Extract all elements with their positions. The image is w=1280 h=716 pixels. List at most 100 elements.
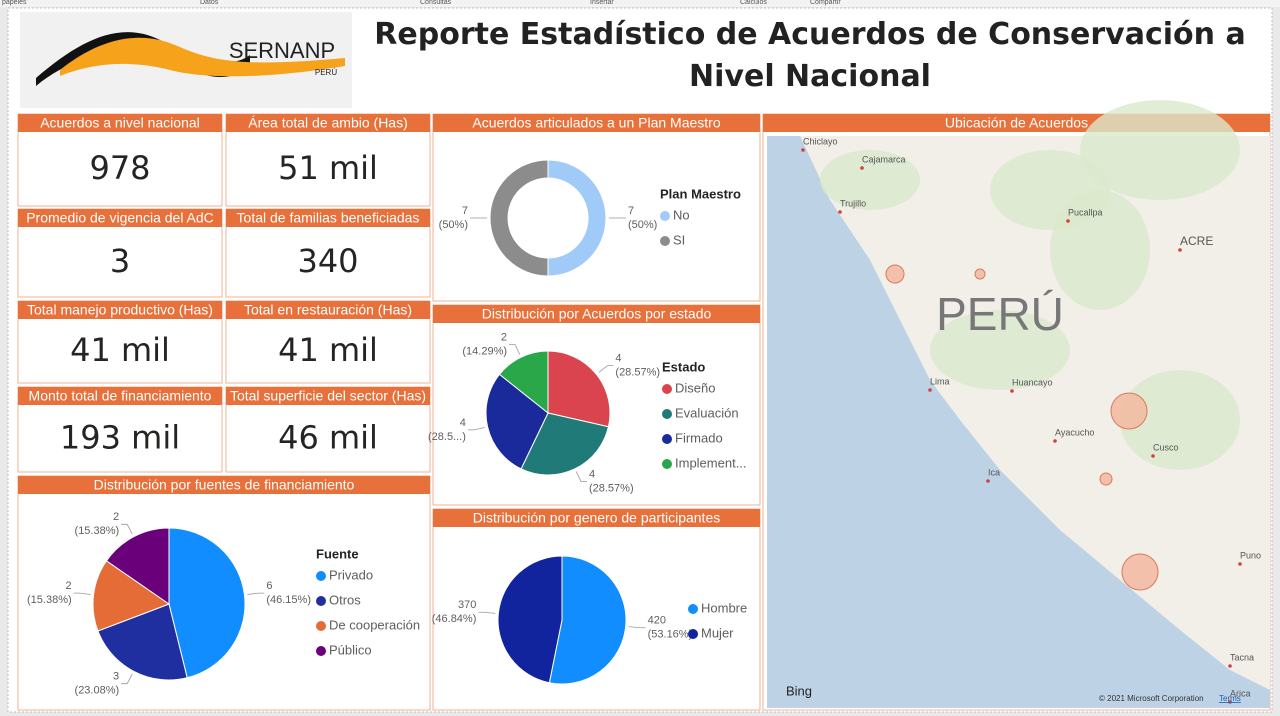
legend-label: Mujer	[701, 625, 734, 640]
map-vegetation	[820, 150, 920, 210]
data-label-percent: (50%)	[439, 219, 468, 231]
legend-title: Fuente	[316, 546, 359, 561]
city-dot	[1010, 389, 1014, 393]
map-provider: Bing	[786, 683, 812, 698]
chart-title: Acuerdos articulados a un Plan Maestro	[472, 115, 720, 131]
data-label-percent: (50%)	[628, 219, 657, 231]
city-label: Arica	[1230, 688, 1251, 698]
pie-slice	[489, 159, 549, 277]
data-label: 7	[462, 205, 468, 217]
legend-label: Público	[329, 642, 372, 657]
chart-title: Distribución por Acuerdos por estado	[482, 306, 712, 322]
pie-slice	[497, 555, 563, 684]
logo-text: SERNANP	[229, 38, 335, 63]
pie-slice	[548, 555, 627, 685]
map-bubble	[1110, 392, 1148, 430]
data-label-percent: (46.84%)	[432, 613, 477, 625]
report-title: Reporte Estadístico de Acuerdos de Conse…	[374, 17, 1246, 94]
legend-marker	[660, 236, 670, 246]
city-label: Huancayo	[1012, 377, 1053, 387]
city-dot	[1228, 664, 1232, 668]
data-label: 2	[113, 511, 119, 523]
data-label: 6	[266, 580, 272, 592]
map-vegetation	[1080, 100, 1240, 200]
data-label: 420	[648, 615, 666, 627]
map-bubble	[974, 268, 986, 280]
city-dot	[860, 166, 864, 170]
data-label: 370	[458, 599, 476, 611]
ribbon-tab: Insertar	[590, 0, 614, 6]
city-label: Tacna	[1230, 652, 1254, 662]
legend-marker	[662, 459, 672, 469]
city-dot	[1151, 454, 1155, 458]
logo-subtext: PERÚ	[315, 68, 337, 77]
data-label: 4	[589, 468, 595, 480]
legend-marker	[662, 409, 672, 419]
data-label: 2	[66, 580, 72, 592]
kpi-header	[18, 209, 222, 227]
legend-label: Otros	[329, 592, 361, 607]
chart-header	[433, 509, 760, 527]
chart-title: Distribución por fuentes de financiamien…	[94, 477, 355, 493]
kpi-header	[226, 209, 430, 227]
map-bubble	[885, 264, 905, 284]
chart-title: Distribución por genero de participantes	[473, 510, 720, 526]
city-label: Chiclayo	[803, 136, 838, 146]
map-title: Ubicación de Acuerdos	[945, 115, 1088, 131]
legend-marker	[662, 434, 672, 444]
kpi-title: Monto total de financiamiento	[29, 388, 212, 404]
data-label: 4	[615, 353, 621, 365]
chart-header	[18, 476, 430, 494]
legend-marker	[660, 211, 670, 221]
pie-slice	[168, 527, 246, 679]
kpi-value: 340	[297, 242, 358, 280]
kpi-title: Acuerdos a nivel nacional	[40, 115, 200, 131]
data-label-percent: (23.08%)	[75, 685, 120, 697]
leader-line	[73, 592, 91, 595]
city-dot	[1066, 219, 1070, 223]
city-label: Lima	[930, 376, 950, 386]
legend-label: Hombre	[701, 600, 747, 615]
city-dot	[838, 210, 842, 214]
leader-line	[467, 427, 485, 431]
city-label: Cusco	[1153, 442, 1179, 452]
legend-marker	[316, 621, 326, 631]
legend-title: Plan Maestro	[660, 186, 741, 201]
kpi-title: Total superficie del sector (Has)	[230, 388, 426, 404]
kpi-value: 3	[110, 242, 130, 280]
pie-slice	[498, 350, 549, 415]
city-dot	[1178, 248, 1182, 252]
legend-label: No	[673, 207, 690, 222]
kpi-title: Total de familias beneficiadas	[237, 210, 420, 226]
data-label-percent: (46.15%)	[266, 594, 311, 606]
kpi-value: 41 mil	[278, 331, 378, 369]
ribbon-tab: Cálculos	[740, 0, 767, 6]
map-copyright: © 2021 Microsoft Corporation	[1099, 694, 1204, 703]
map-vegetation	[1050, 190, 1150, 310]
ribbon-tab: Compartir	[810, 0, 841, 6]
kpi-title: Total en restauración (Has)	[244, 302, 412, 318]
data-label: 7	[628, 205, 634, 217]
pie-slice	[547, 350, 611, 428]
data-label: 4	[460, 417, 466, 429]
map-land	[800, 136, 1270, 690]
legend-label: De cooperación	[329, 617, 420, 632]
pie-slice	[485, 373, 549, 470]
ribbon-tab: Datos	[200, 0, 219, 6]
kpi-title: Promedio de vigencia del AdC	[26, 210, 214, 226]
kpi-value: 46 mil	[278, 419, 378, 457]
data-label: 2	[501, 331, 507, 343]
city-dot	[801, 148, 805, 152]
leader-line	[247, 592, 265, 595]
city-label: Cajamarca	[862, 154, 906, 164]
map-bubble	[1099, 472, 1113, 486]
leader-line	[478, 611, 496, 614]
ribbon-tab: papeles	[2, 0, 27, 6]
legend-marker	[316, 646, 326, 656]
legend-marker	[316, 596, 326, 606]
city-dot	[1053, 439, 1057, 443]
kpi-header	[226, 387, 430, 405]
legend-label: Implement...	[675, 455, 747, 470]
